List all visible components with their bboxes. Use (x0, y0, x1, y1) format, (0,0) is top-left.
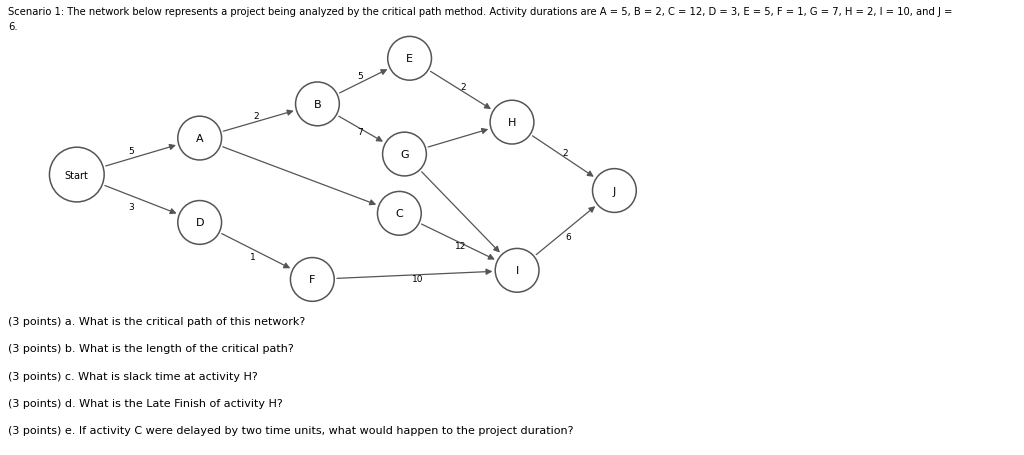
Text: 5: 5 (357, 72, 364, 81)
Text: G: G (400, 150, 409, 160)
Ellipse shape (496, 249, 539, 293)
Text: C: C (395, 209, 403, 219)
Ellipse shape (178, 117, 221, 161)
Text: B: B (313, 100, 322, 110)
Text: (3 points) a. What is the critical path of this network?: (3 points) a. What is the critical path … (8, 316, 305, 326)
Text: (3 points) d. What is the Late Finish of activity H?: (3 points) d. What is the Late Finish of… (8, 398, 283, 408)
Text: 2: 2 (253, 111, 259, 121)
Text: F: F (309, 275, 315, 285)
Text: 6.: 6. (8, 22, 17, 32)
Text: E: E (407, 54, 413, 64)
Ellipse shape (383, 133, 426, 177)
Text: (3 points) b. What is the length of the critical path?: (3 points) b. What is the length of the … (8, 344, 294, 354)
Text: 6: 6 (565, 232, 571, 241)
Ellipse shape (378, 192, 421, 236)
Ellipse shape (296, 83, 339, 126)
Text: 7: 7 (357, 127, 364, 136)
Text: J: J (612, 186, 616, 196)
Ellipse shape (291, 258, 334, 302)
Text: Start: Start (65, 170, 89, 180)
Text: 2: 2 (460, 83, 466, 92)
Text: 12: 12 (455, 241, 467, 250)
Text: D: D (196, 218, 204, 228)
Text: 1: 1 (250, 253, 256, 262)
Text: A: A (196, 134, 204, 144)
Ellipse shape (388, 37, 431, 81)
Text: 3: 3 (128, 202, 134, 212)
Ellipse shape (490, 101, 534, 145)
Text: H: H (508, 118, 516, 128)
Ellipse shape (178, 201, 221, 245)
Text: (3 points) e. If activity C were delayed by two time units, what would happen to: (3 points) e. If activity C were delayed… (8, 425, 573, 435)
Ellipse shape (593, 169, 636, 213)
Text: (3 points) c. What is slack time at activity H?: (3 points) c. What is slack time at acti… (8, 371, 258, 381)
Text: 5: 5 (128, 147, 134, 156)
Text: 2: 2 (562, 149, 568, 158)
Text: Scenario 1: The network below represents a project being analyzed by the critica: Scenario 1: The network below represents… (8, 7, 952, 17)
Ellipse shape (49, 148, 104, 202)
Text: I: I (515, 266, 519, 276)
Text: 10: 10 (412, 274, 424, 283)
